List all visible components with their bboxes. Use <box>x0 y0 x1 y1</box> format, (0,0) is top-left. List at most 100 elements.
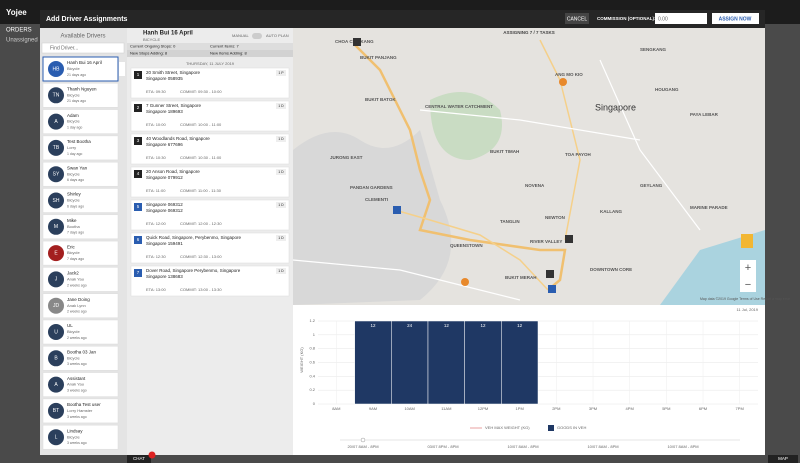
driver-vehicle: Lorry Hamster <box>67 408 93 413</box>
stop-card[interactable] <box>130 166 290 198</box>
driver-ago: 3 weeks ago <box>67 362 87 366</box>
driver-initials: A <box>54 382 58 388</box>
driver-name: Hanh Bui 16 April <box>67 60 102 65</box>
stop-address: 20 Anson Road, Singapore <box>146 169 200 174</box>
map-road <box>394 39 581 291</box>
stop-badge-box <box>276 169 286 175</box>
stop-eta: ETA: 10:30 <box>146 155 166 160</box>
driver-name: Shirley <box>67 192 82 197</box>
map-attribution: Map data ©2019 Google Terms of Use Repor… <box>700 297 791 301</box>
zoom-in[interactable]: + <box>745 262 751 274</box>
stop-marker[interactable] <box>546 270 554 278</box>
driver-ago: 3 weeks ago <box>67 415 87 419</box>
driver-name: Bootha Test user <box>67 402 101 407</box>
map-park <box>430 92 502 160</box>
stop-card[interactable] <box>130 232 290 264</box>
chart-date: 11 Jul, 2019 <box>737 307 759 312</box>
stop-number: 5 <box>137 204 140 209</box>
stop-badge: 1 D <box>278 203 284 207</box>
driver-vehicle: Anak Lynn <box>67 303 86 308</box>
driver-ago: 3 weeks ago <box>67 389 87 393</box>
manual-label[interactable]: MANUAL <box>232 33 249 38</box>
drivers-heading: Available Drivers <box>61 34 106 40</box>
map-label: TOA PAYOH <box>565 152 591 157</box>
driver-initials: B <box>54 356 58 362</box>
driver-name: Lindsay <box>67 428 83 433</box>
stop-postal: Singapore 138683 <box>146 274 183 279</box>
stop-number-box <box>134 170 142 178</box>
stop-badge: 1 D <box>278 236 284 240</box>
timeline-label: 10/07 8AM - 8PM <box>667 444 698 449</box>
chat-label[interactable]: CHAT <box>133 456 145 461</box>
stop-address: 20 Smith Street, Singapore <box>146 70 201 75</box>
driver-ago: 2 weeks ago <box>67 310 87 314</box>
commission-value[interactable]: 0.00 <box>658 16 668 22</box>
timeline-label: 20/07 8AM - 8PM <box>347 444 378 449</box>
stop-card[interactable] <box>130 265 290 297</box>
auto-label[interactable]: AUTO PLAN <box>266 33 289 38</box>
stop-commit: COMMIT: 12:30 - 13:00 <box>180 254 222 259</box>
driver-avatar <box>48 87 64 104</box>
driver-initials: TB <box>53 145 60 151</box>
plan-driver: Hanh Bui 16 April <box>143 31 193 37</box>
nav-orders[interactable]: ORDERS <box>6 28 32 34</box>
stop-card[interactable] <box>130 100 290 132</box>
map-label: NEWTON <box>545 215 565 220</box>
current-stops: Current Ongoing Stops: 0 <box>130 44 176 49</box>
cancel-label[interactable]: CANCEL <box>567 16 588 22</box>
bar <box>391 320 429 405</box>
assign-button[interactable] <box>712 13 759 24</box>
driver-card[interactable] <box>42 135 119 161</box>
stop-postal: Singapore 069312 <box>146 208 183 213</box>
driver-initials: E <box>54 250 58 256</box>
driver-avatar <box>48 376 64 393</box>
driver-ago: 21 days ago <box>67 73 86 77</box>
timeline-handle[interactable] <box>360 437 366 443</box>
driver-vehicle: Bicycle <box>67 119 80 124</box>
map-label: Singapore <box>595 102 636 112</box>
driver-name: Thanh Nguyen <box>67 86 97 91</box>
stop-number: 6 <box>137 237 140 242</box>
map-label: HOUGANG <box>655 87 679 92</box>
driver-name: Eric <box>67 244 75 249</box>
chat-button[interactable] <box>127 455 151 463</box>
driver-search[interactable] <box>41 42 125 54</box>
stop-badge-box <box>276 70 286 76</box>
assign-label[interactable]: ASSIGN NOW <box>719 16 752 22</box>
map-button[interactable] <box>768 455 798 463</box>
stop-card[interactable] <box>130 199 290 231</box>
y-tick-label: 1 <box>313 332 316 337</box>
driver-initials: U <box>54 329 58 335</box>
bar <box>501 320 539 405</box>
stop-marker[interactable] <box>393 206 401 214</box>
driver-ago: 2 weeks ago <box>67 336 87 340</box>
driver-vehicle: Bicycle <box>67 434 80 439</box>
driver-vehicle: Bicycle <box>67 198 80 203</box>
street-view[interactable] <box>741 234 753 248</box>
stop-marker[interactable] <box>565 235 573 243</box>
plan-toggle[interactable] <box>252 33 262 39</box>
map-label: PAYA LEBAR <box>690 112 719 117</box>
bar-label: 12 <box>370 323 376 328</box>
stop-number: 2 <box>137 105 140 110</box>
stop-badge: 1 D <box>278 170 284 174</box>
commission-input[interactable] <box>655 13 707 24</box>
stop-card[interactable] <box>130 133 290 165</box>
stop-card[interactable] <box>130 67 290 99</box>
stop-number-box <box>134 236 142 244</box>
map-label: KALLANG <box>600 209 622 214</box>
stop-marker[interactable] <box>353 38 361 46</box>
x-tick-label: 9AM <box>369 406 377 411</box>
driver-search-placeholder[interactable]: Find Driver... <box>50 45 78 51</box>
cancel-button[interactable] <box>565 13 589 24</box>
legend-swatch <box>548 425 554 431</box>
map-label[interactable]: MAP <box>778 456 788 461</box>
nav-unassigned[interactable]: Unassigned <box>6 38 38 44</box>
map-label: CENTRAL WATER CATCHMENT <box>425 104 493 109</box>
driver-vehicle: Bicycle <box>67 171 80 176</box>
driver-avatar <box>48 297 64 314</box>
zoom-out[interactable]: − <box>745 279 751 291</box>
map-label: NOVENA <box>525 183 545 188</box>
stop-postal: Singapore 159491 <box>146 241 183 246</box>
stop-marker[interactable] <box>548 285 556 293</box>
